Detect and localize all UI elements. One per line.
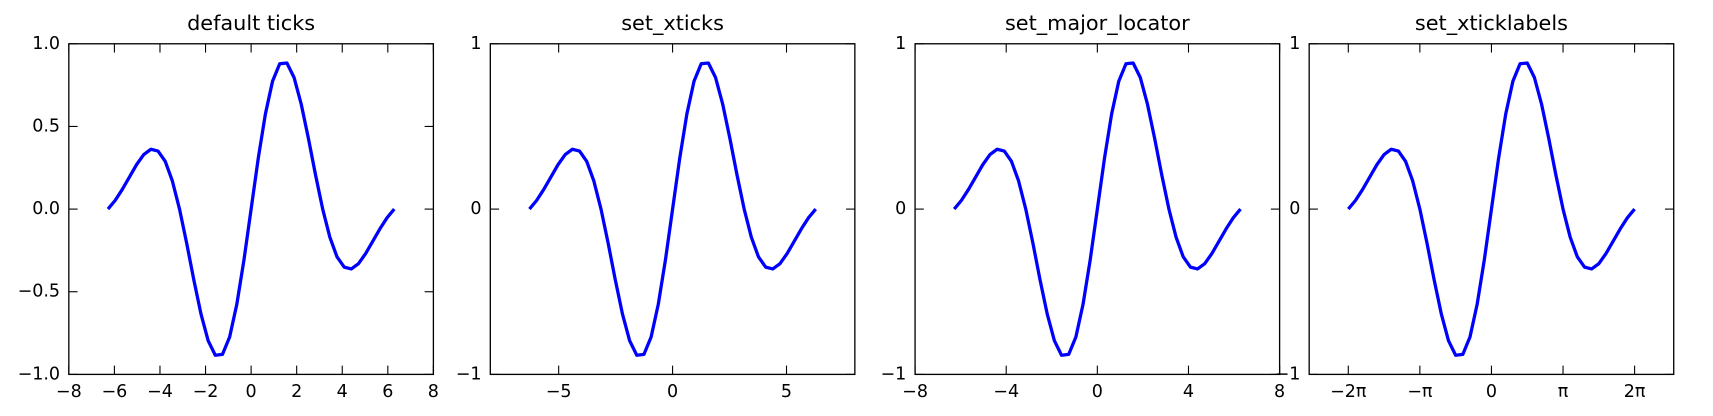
x-tick-label: 0 [246, 382, 257, 402]
y-tick-label: 1 [895, 34, 906, 54]
y-tick-label: 0.5 [32, 116, 60, 136]
data-line [106, 61, 396, 357]
x-tick-label: −π [1407, 382, 1433, 402]
y-tick-label: −1 [456, 364, 482, 384]
x-tick-label: 0 [667, 382, 678, 402]
x-tick-label: 0 [1092, 382, 1103, 402]
plot-frame [68, 43, 435, 376]
y-tick-label: −1 [1275, 364, 1301, 384]
y-tick-label: 1 [1289, 34, 1300, 54]
x-tick-label: −8 [56, 382, 82, 402]
chart-title: default ticks [187, 11, 315, 35]
x-tick-label: −4 [147, 382, 173, 402]
y-tick-label: 0 [470, 199, 481, 219]
y-tick-label: 0.0 [32, 199, 60, 219]
x-tick-label: 0 [1486, 382, 1497, 402]
x-tick-label: π [1558, 382, 1569, 402]
y-tick-label: 0 [895, 199, 906, 219]
x-tick-label: −2 [193, 382, 219, 402]
x-tick-label: −5 [546, 382, 572, 402]
data-line [528, 61, 817, 357]
chart-title: set_xticks [621, 11, 724, 35]
x-tick-label: 2π [1624, 382, 1646, 402]
y-tick-label: −0.5 [18, 282, 61, 302]
x-tick-label: 6 [382, 382, 393, 402]
plot-frame [489, 43, 856, 376]
x-tick-label: −6 [101, 382, 127, 402]
chart-title: set_xticklabels [1415, 11, 1568, 35]
x-tick-label: 4 [1183, 382, 1194, 402]
x-tick-label: 4 [337, 382, 348, 402]
x-tick-label: −2π [1330, 382, 1367, 402]
x-tick-label: 2 [291, 382, 302, 402]
x-tick-label: 8 [428, 382, 439, 402]
plot-frame [1308, 43, 1675, 376]
x-tick-label: 8 [1274, 382, 1285, 402]
plot-frame [914, 43, 1281, 376]
x-tick-label: −8 [902, 382, 928, 402]
x-tick-label: 5 [781, 382, 792, 402]
y-tick-label: 1 [470, 34, 481, 54]
x-tick-label: −4 [993, 382, 1019, 402]
y-tick-label: −1 [880, 364, 906, 384]
data-line [952, 61, 1242, 357]
chart-title: set_major_locator [1005, 11, 1190, 35]
y-tick-label: 0 [1289, 199, 1300, 219]
y-tick-label: −1.0 [18, 364, 61, 384]
data-line [1347, 61, 1636, 357]
y-tick-label: 1.0 [32, 34, 60, 54]
